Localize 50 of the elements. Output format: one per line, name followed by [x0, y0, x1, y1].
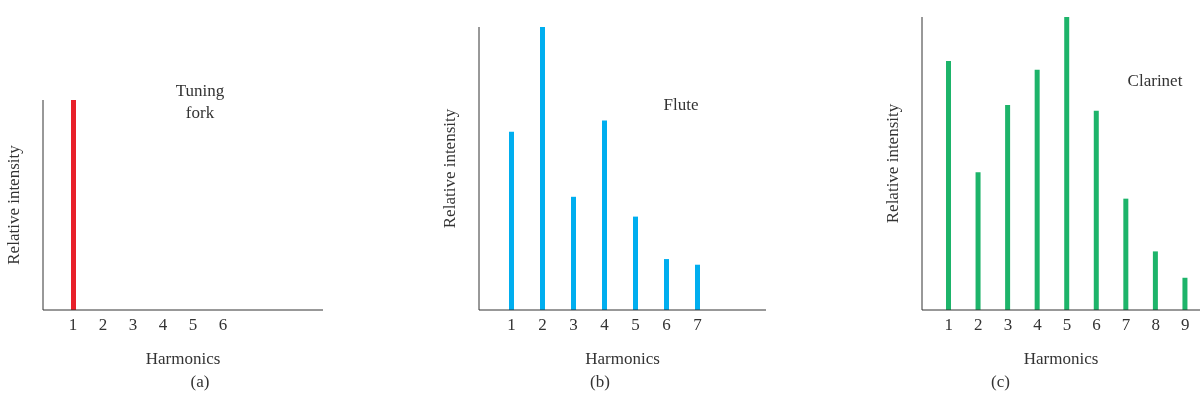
x-tick-label: 4: [1033, 315, 1043, 335]
bar: [1093, 110, 1099, 310]
x-tick-label: 4: [158, 315, 168, 335]
x-tick-label: 2: [974, 315, 983, 335]
x-tick-label: 3: [569, 315, 578, 335]
y-axis-title: Relative intensity: [883, 103, 903, 224]
bar: [1182, 277, 1188, 310]
bar: [1005, 104, 1011, 310]
x-tick-label: 8: [1151, 315, 1160, 335]
x-tick-label: 5: [631, 315, 640, 335]
x-tick-label: 2: [538, 315, 547, 335]
x-tick-label: 7: [1121, 315, 1131, 335]
bar: [664, 259, 669, 310]
x-tick-label: 2: [98, 315, 108, 335]
x-axis-title: Harmonics: [145, 349, 221, 368]
x-tick-label: 7: [693, 315, 703, 335]
x-tick-label: 5: [188, 315, 198, 335]
text: (a): [189, 372, 211, 392]
x-tick-label: 9: [1180, 315, 1190, 335]
x-tick-label: 6: [662, 315, 671, 335]
bar: [695, 264, 700, 310]
x-tick-label: 6: [1092, 315, 1101, 335]
bar: [1064, 17, 1070, 310]
bar: [633, 216, 638, 310]
x-tick-label: 5: [1062, 315, 1072, 335]
x-tick-label: 3: [1003, 315, 1013, 335]
x-tick-label: 1: [507, 315, 516, 335]
text: Flute: [662, 94, 700, 116]
text: (c): [990, 372, 1011, 392]
bar: [509, 131, 514, 310]
x-tick-label: 1: [68, 315, 78, 335]
x-axis-title: Harmonics: [1023, 349, 1099, 368]
bar: [540, 27, 545, 310]
y-axis-title: Relative intensity: [440, 108, 460, 229]
bar: [946, 60, 951, 310]
bar: [602, 120, 607, 310]
text: Clarinet: [1126, 70, 1184, 92]
y-axis-title: Relative intensity: [4, 144, 24, 265]
x-tick-label: 1: [944, 315, 954, 335]
text: (b): [589, 372, 611, 392]
text: Tuning fork: [174, 80, 226, 124]
bar: [1034, 69, 1040, 310]
bar: [1123, 198, 1129, 310]
x-axis-title: Harmonics: [585, 349, 660, 368]
x-tick-label: 3: [128, 315, 138, 335]
bar: [975, 172, 981, 310]
x-tick-label: 6: [218, 315, 228, 335]
bar: [571, 196, 576, 310]
bar: [1152, 251, 1158, 310]
x-tick-label: 4: [600, 315, 610, 335]
